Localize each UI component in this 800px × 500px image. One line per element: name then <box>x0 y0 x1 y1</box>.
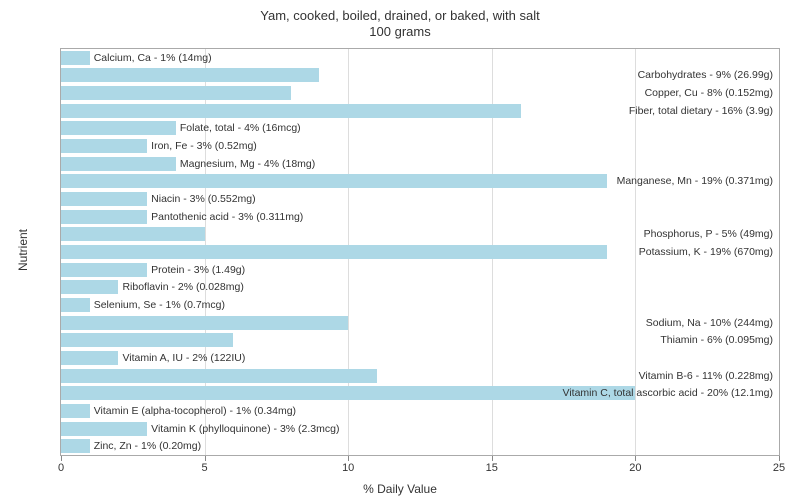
chart-title-line2: 100 grams <box>0 24 800 40</box>
bar-row: Potassium, K - 19% (670mg) <box>61 245 779 259</box>
plot-area: Calcium, Ca - 1% (14mg) Carbohydrates - 9… <box>60 48 780 456</box>
bar-fill <box>61 263 147 277</box>
x-tick-label: 25 <box>773 462 785 474</box>
bar-label: Vitamin B-6 - 11% (0.228mg) <box>453 369 777 383</box>
bar-label: Copper, Cu - 8% (0.152mg) <box>539 86 777 100</box>
x-tick-mark <box>205 456 206 461</box>
x-tick-label: 20 <box>629 462 641 474</box>
bar-label: Vitamin A, IU - 2% (122IU) <box>118 351 249 365</box>
bar-label: Thiamin - 6% (0.095mg) <box>597 333 777 347</box>
bar-fill <box>61 86 291 100</box>
bar-fill <box>61 404 90 418</box>
bar-fill <box>61 121 176 135</box>
bar-label: Niacin - 3% (0.552mg) <box>147 192 259 206</box>
bar-label: Carbohydrates - 9% (26.99g) <box>511 68 777 82</box>
bar-fill <box>61 280 118 294</box>
bar-label: Protein - 3% (1.49g) <box>147 263 249 277</box>
bar-label: Pantothenic acid - 3% (0.311mg) <box>147 210 307 224</box>
bar-label: Potassium, K - 19% (670mg) <box>223 245 777 259</box>
bar-fill <box>61 422 147 436</box>
bar-row: Phosphorus, P - 5% (49mg) <box>61 227 779 241</box>
bar-label: Vitamin C, total ascorbic acid - 20% (12… <box>195 386 777 400</box>
bar-row: Selenium, Se - 1% (0.7mcg) <box>61 298 779 312</box>
bar-label: Selenium, Se - 1% (0.7mcg) <box>90 298 229 312</box>
chart-title-line1: Yam, cooked, boiled, drained, or baked, … <box>0 8 800 24</box>
bar-row: Folate, total - 4% (16mcg) <box>61 121 779 135</box>
bar-row: Calcium, Ca - 1% (14mg) <box>61 51 779 65</box>
bar-label: Zinc, Zn - 1% (0.20mg) <box>90 439 205 453</box>
bar-fill <box>61 139 147 153</box>
bar-label: Phosphorus, P - 5% (49mg) <box>625 227 777 241</box>
bar-row: Sodium, Na - 10% (244mg) <box>61 316 779 330</box>
x-tick-mark <box>348 456 349 461</box>
bar-row: Niacin - 3% (0.552mg) <box>61 192 779 206</box>
bar-row: Vitamin K (phylloquinone) - 3% (2.3mcg) <box>61 422 779 436</box>
x-tick-mark <box>635 456 636 461</box>
x-tick-label: 0 <box>58 462 64 474</box>
bar-row: Carbohydrates - 9% (26.99g) <box>61 68 779 82</box>
bar-row: Vitamin C, total ascorbic acid - 20% (12… <box>61 386 779 400</box>
bar-row: Magnesium, Mg - 4% (18mg) <box>61 157 779 171</box>
bar-fill <box>61 351 118 365</box>
bar-row: Vitamin B-6 - 11% (0.228mg) <box>61 369 779 383</box>
bar-fill <box>61 210 147 224</box>
bar-label: Iron, Fe - 3% (0.52mg) <box>147 139 261 153</box>
bar-fill <box>61 157 176 171</box>
bar-label: Sodium, Na - 10% (244mg) <box>482 316 777 330</box>
bar-fill <box>61 439 90 453</box>
bar-fill <box>61 333 233 347</box>
bar-label: Vitamin E (alpha-tocopherol) - 1% (0.34m… <box>90 404 300 418</box>
bar-label: Fiber, total dietary - 16% (3.9g) <box>309 104 777 118</box>
x-tick-mark <box>779 456 780 461</box>
bar-row: Thiamin - 6% (0.095mg) <box>61 333 779 347</box>
bar-row: Vitamin A, IU - 2% (122IU) <box>61 351 779 365</box>
bar-row: Copper, Cu - 8% (0.152mg) <box>61 86 779 100</box>
bar-label: Riboflavin - 2% (0.028mg) <box>118 280 247 294</box>
bar-fill <box>61 68 319 82</box>
bar-fill <box>61 316 348 330</box>
bar-row: Zinc, Zn - 1% (0.20mg) <box>61 439 779 453</box>
bars-group: Calcium, Ca - 1% (14mg) Carbohydrates - 9… <box>61 49 779 455</box>
x-tick-label: 15 <box>486 462 498 474</box>
nutrient-chart: Yam, cooked, boiled, drained, or baked, … <box>0 0 800 500</box>
bar-row: Fiber, total dietary - 16% (3.9g) <box>61 104 779 118</box>
bar-row: Pantothenic acid - 3% (0.311mg) <box>61 210 779 224</box>
bar-fill <box>61 298 90 312</box>
bar-label: Vitamin K (phylloquinone) - 3% (2.3mcg) <box>147 422 343 436</box>
bar-fill <box>61 192 147 206</box>
bar-fill <box>61 227 205 241</box>
x-tick-mark <box>61 456 62 461</box>
bar-fill <box>61 51 90 65</box>
bar-row: Riboflavin - 2% (0.028mg) <box>61 280 779 294</box>
bar-label: Calcium, Ca - 1% (14mg) <box>90 51 216 65</box>
bar-row: Iron, Fe - 3% (0.52mg) <box>61 139 779 153</box>
chart-title-block: Yam, cooked, boiled, drained, or baked, … <box>0 8 800 41</box>
x-tick-label: 5 <box>202 462 208 474</box>
bar-fill <box>61 369 377 383</box>
bar-row: Protein - 3% (1.49g) <box>61 263 779 277</box>
x-tick-mark <box>492 456 493 461</box>
x-axis-label: % Daily Value <box>363 482 437 496</box>
bar-label: Manganese, Mn - 19% (0.371mg) <box>223 174 777 188</box>
bar-row: Vitamin E (alpha-tocopherol) - 1% (0.34m… <box>61 404 779 418</box>
x-tick-label: 10 <box>342 462 354 474</box>
y-axis-label: Nutrient <box>16 229 30 271</box>
bar-label: Folate, total - 4% (16mcg) <box>176 121 305 135</box>
bar-label: Magnesium, Mg - 4% (18mg) <box>176 157 319 171</box>
bar-row: Manganese, Mn - 19% (0.371mg) <box>61 174 779 188</box>
